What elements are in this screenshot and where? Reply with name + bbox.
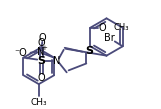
Text: ⁻O: ⁻O bbox=[14, 48, 27, 58]
Text: CH₃: CH₃ bbox=[30, 98, 47, 107]
Text: CH₃: CH₃ bbox=[114, 23, 129, 32]
Text: S: S bbox=[85, 46, 93, 56]
Text: S: S bbox=[37, 56, 45, 66]
Text: N: N bbox=[37, 47, 44, 57]
Text: O: O bbox=[38, 33, 46, 43]
Text: O: O bbox=[37, 73, 45, 83]
Text: O: O bbox=[98, 23, 106, 33]
Text: +: + bbox=[41, 45, 47, 51]
Text: O: O bbox=[37, 38, 45, 48]
Text: Br: Br bbox=[104, 33, 114, 43]
Text: N: N bbox=[53, 56, 61, 66]
